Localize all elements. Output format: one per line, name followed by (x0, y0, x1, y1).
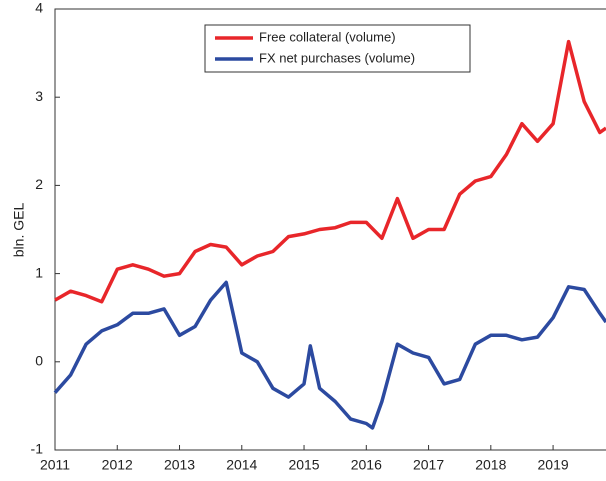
y-tick-label: -1 (31, 441, 44, 457)
y-tick-label: 0 (35, 353, 43, 369)
legend-box (204, 24, 471, 73)
legend-label: FX net purchases (volume) (259, 50, 415, 65)
x-tick-label: 2018 (475, 457, 506, 473)
y-tick-label: 1 (35, 264, 43, 280)
plot-frame (54, 8, 606, 451)
x-tick-label: 2012 (102, 457, 133, 473)
series-line (54, 39, 606, 304)
x-tick-label: 2013 (164, 457, 195, 473)
y-tick-label: 4 (35, 0, 43, 16)
x-tick-label: 2016 (351, 457, 382, 473)
x-tick-label: 2019 (538, 457, 569, 473)
x-tick-label: 2011 (40, 457, 70, 473)
legend-label: Free collateral (volume) (259, 29, 396, 44)
series-line (53, 280, 606, 430)
y-tick-label: 3 (35, 88, 43, 104)
y-axis-label: bln. GEL (11, 203, 27, 258)
y-tick-label: 2 (35, 176, 43, 192)
x-tick-label: 2017 (413, 457, 444, 473)
x-tick-label: 2014 (226, 457, 257, 473)
x-tick-label: 2015 (288, 457, 319, 473)
